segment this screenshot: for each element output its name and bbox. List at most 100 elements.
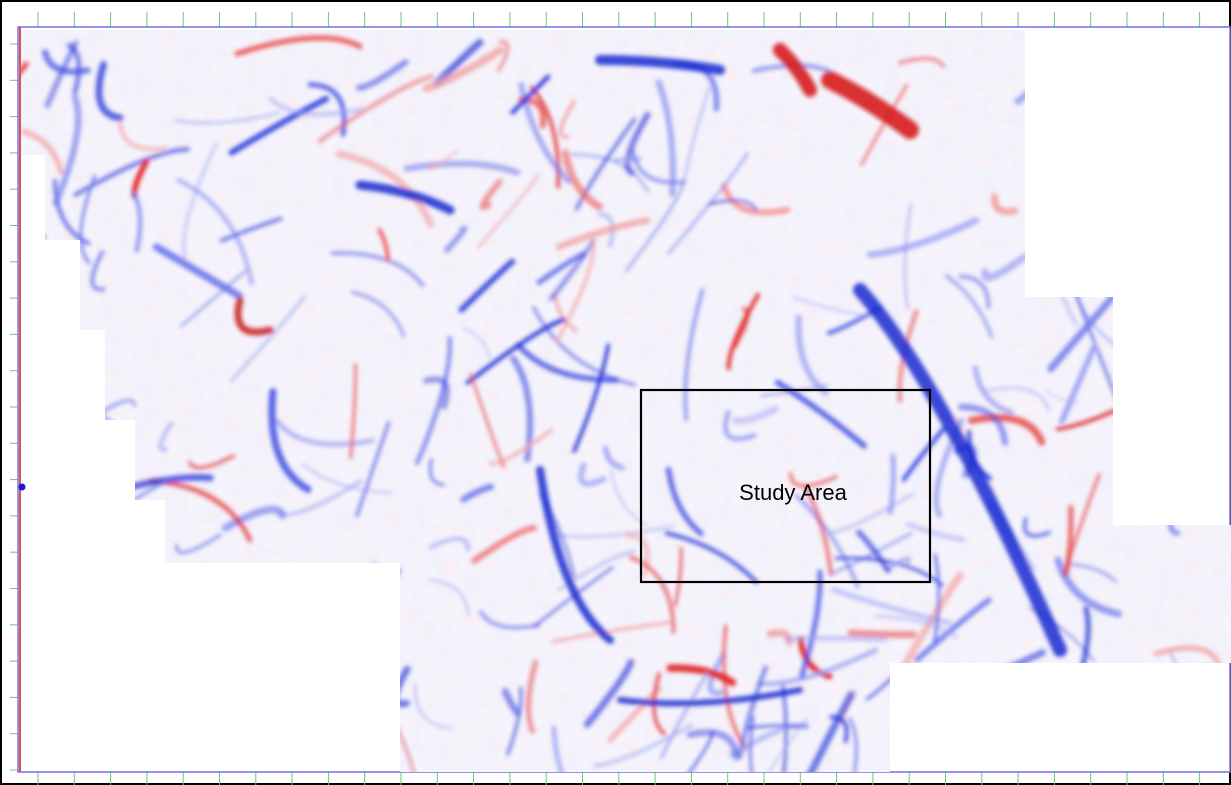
red-reflector	[674, 546, 683, 607]
red-reflector	[859, 83, 909, 167]
blue-reflector	[221, 505, 287, 532]
red-reflector	[553, 292, 578, 332]
blue-reflector	[624, 179, 686, 273]
blue-reflector	[729, 722, 810, 758]
blue-reflector	[776, 684, 788, 772]
red-reflector	[471, 524, 538, 564]
blue-reflector	[958, 403, 1009, 446]
blue-reflector	[356, 59, 409, 91]
red-reflector	[967, 414, 1046, 446]
blue-reflector	[630, 147, 684, 185]
blue-reflector	[593, 723, 694, 768]
blue-reflector	[180, 269, 248, 328]
blue-reflector	[501, 687, 521, 716]
blue-reflector	[903, 202, 912, 310]
blue-reflector	[785, 635, 889, 643]
blue-reflector	[182, 142, 218, 260]
blue-reflector	[414, 682, 453, 729]
red-reflector	[797, 636, 833, 680]
strong-feature	[617, 687, 803, 707]
blue-reflector	[478, 610, 541, 630]
blue-reflector	[301, 463, 393, 494]
red-reflector	[349, 363, 357, 459]
blue-reflector	[905, 521, 966, 543]
blue-reflector	[443, 225, 468, 253]
strong-feature	[595, 55, 725, 75]
blue-reflector	[52, 178, 91, 246]
frame-ticks	[10, 12, 1201, 785]
blue-reflector	[757, 647, 879, 687]
blue-reflector	[791, 295, 877, 319]
red-reflector	[428, 149, 459, 170]
red-reflector	[234, 35, 363, 57]
blue-reflector	[458, 258, 516, 313]
blue-reflector	[268, 388, 312, 493]
red-reflector	[317, 74, 434, 144]
red-reflector	[559, 100, 576, 139]
strong-feature	[536, 466, 614, 644]
blue-reflector	[355, 420, 391, 518]
blue-reflector	[655, 79, 676, 198]
blue-reflector	[548, 238, 596, 302]
blue-reflector	[794, 493, 860, 589]
blue-reflector	[848, 717, 858, 772]
red-reflector	[991, 193, 1018, 215]
blue-reflector	[1023, 517, 1051, 538]
study-area-label: Study Area	[739, 480, 847, 505]
blue-reflector	[268, 96, 363, 117]
blue-reflector	[723, 410, 757, 441]
blue-reflector	[1054, 556, 1122, 618]
blue-reflector	[683, 288, 705, 422]
blue-reflector	[274, 418, 375, 447]
blue-reflector	[914, 597, 992, 663]
blue-reflector	[572, 343, 611, 453]
blue-reflector	[829, 531, 913, 576]
blue-reflector	[230, 294, 306, 382]
blue-reflector	[686, 729, 740, 761]
strong-feature	[773, 43, 817, 97]
blue-reflector	[933, 553, 941, 644]
blue-reflector	[228, 95, 330, 156]
blue-reflector	[887, 453, 896, 515]
blue-reflector	[664, 531, 759, 584]
red-reflector	[666, 664, 737, 687]
blue-reflector	[90, 250, 106, 292]
red-reflector	[188, 454, 236, 470]
blue-reflector	[52, 94, 82, 207]
red-reflector	[1061, 473, 1101, 577]
blue-reflector	[982, 387, 1050, 412]
blue-reflector	[518, 81, 572, 185]
red-reflector	[422, 46, 505, 93]
blue-reflector	[574, 117, 637, 211]
red-reflector	[803, 484, 833, 576]
red-reflector	[477, 174, 540, 249]
blue-reflector	[901, 426, 946, 482]
blue-reflector	[774, 379, 868, 449]
blue-reflector	[750, 717, 808, 772]
blue-reflector	[175, 533, 222, 555]
blue-reflector	[506, 686, 523, 756]
blue-reflector	[944, 274, 993, 339]
blue-reflector	[551, 725, 592, 772]
red-reflector	[20, 128, 64, 176]
red-reflector	[561, 149, 604, 211]
blue-reflector	[665, 466, 704, 537]
blue-reflector	[597, 212, 615, 248]
red-reflector	[525, 659, 539, 734]
red-reflector	[118, 121, 168, 151]
blue-reflector	[219, 216, 283, 243]
blue-reflector	[958, 274, 991, 310]
strong-feature	[821, 71, 919, 139]
blue-reflector	[463, 327, 492, 361]
blue-reflector	[515, 342, 619, 384]
blue-reflector	[662, 730, 714, 772]
blue-reflector	[79, 174, 97, 265]
study-area-box	[639, 388, 932, 584]
red-reflector	[722, 624, 748, 751]
blue-reflector	[173, 111, 281, 124]
blue-reflector	[429, 579, 470, 617]
blue-reflector	[423, 376, 450, 410]
blue-reflector	[95, 61, 124, 122]
